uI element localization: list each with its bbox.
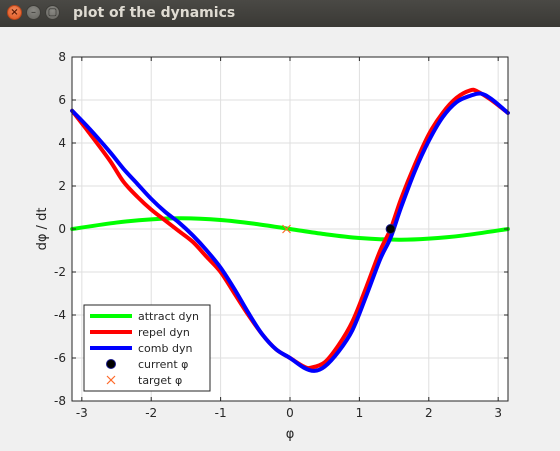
y-tick-label: -8 [54, 394, 66, 408]
x-tick-label: -1 [215, 406, 227, 420]
y-tick-label: 4 [58, 136, 66, 150]
x-axis-label: φ [286, 427, 295, 442]
legend-swatch-target [106, 375, 116, 385]
legend-label-attract-dyn: attract dyn [138, 310, 199, 323]
legend: attract dyn repel dyn comb dyn current φ tar… [83, 304, 211, 392]
y-tick-label: 6 [58, 93, 66, 107]
y-axis-label: dφ / dt [35, 208, 50, 251]
legend-swatch-current [106, 359, 116, 369]
y-tick-label: -4 [54, 308, 66, 322]
x-tick-label: 0 [286, 406, 294, 420]
close-icon[interactable]: × [7, 5, 22, 20]
maximize-icon[interactable]: ▢ [45, 5, 60, 20]
y-tick-label: 2 [58, 179, 66, 193]
y-tick-label: -2 [54, 265, 66, 279]
series-point-current [385, 224, 396, 234]
axis-ticks: -3 -2 -1 0 1 2 3 -8 -6 -4 -2 0 2 4 6 8 [54, 50, 508, 420]
legend-label-repel-dyn: repel dyn [138, 326, 190, 339]
series-line-comb-dyn [70, 91, 510, 373]
y-tick-label: -6 [54, 351, 66, 365]
y-tick-label: 0 [58, 222, 66, 236]
legend-label-target: target φ [138, 374, 182, 387]
x-tick-label: -2 [145, 406, 157, 420]
series-layer [70, 87, 510, 373]
legend-label-comb-dyn: comb dyn [138, 342, 192, 355]
minimize-icon[interactable]: – [26, 5, 41, 20]
window-titlebar: × – ▢ plot of the dynamics [0, 0, 560, 28]
y-tick-label: 8 [58, 50, 66, 64]
legend-label-current: current φ [138, 358, 188, 371]
dynamics-plot: -3 -2 -1 0 1 2 3 -8 -6 -4 -2 0 2 4 6 8 φ dφ / dt attrac… [35, 50, 510, 442]
x-tick-label: -3 [76, 406, 88, 420]
x-tick-label: 1 [356, 406, 364, 420]
series-point-target [282, 224, 291, 234]
window-title: plot of the dynamics [73, 5, 236, 21]
x-tick-label: 3 [494, 406, 502, 420]
x-tick-label: 2 [425, 406, 433, 420]
figure-canvas: -3 -2 -1 0 1 2 3 -8 -6 -4 -2 0 2 4 6 8 φ dφ / dt attrac… [0, 27, 560, 447]
series-line-attract-dyn [70, 216, 510, 242]
